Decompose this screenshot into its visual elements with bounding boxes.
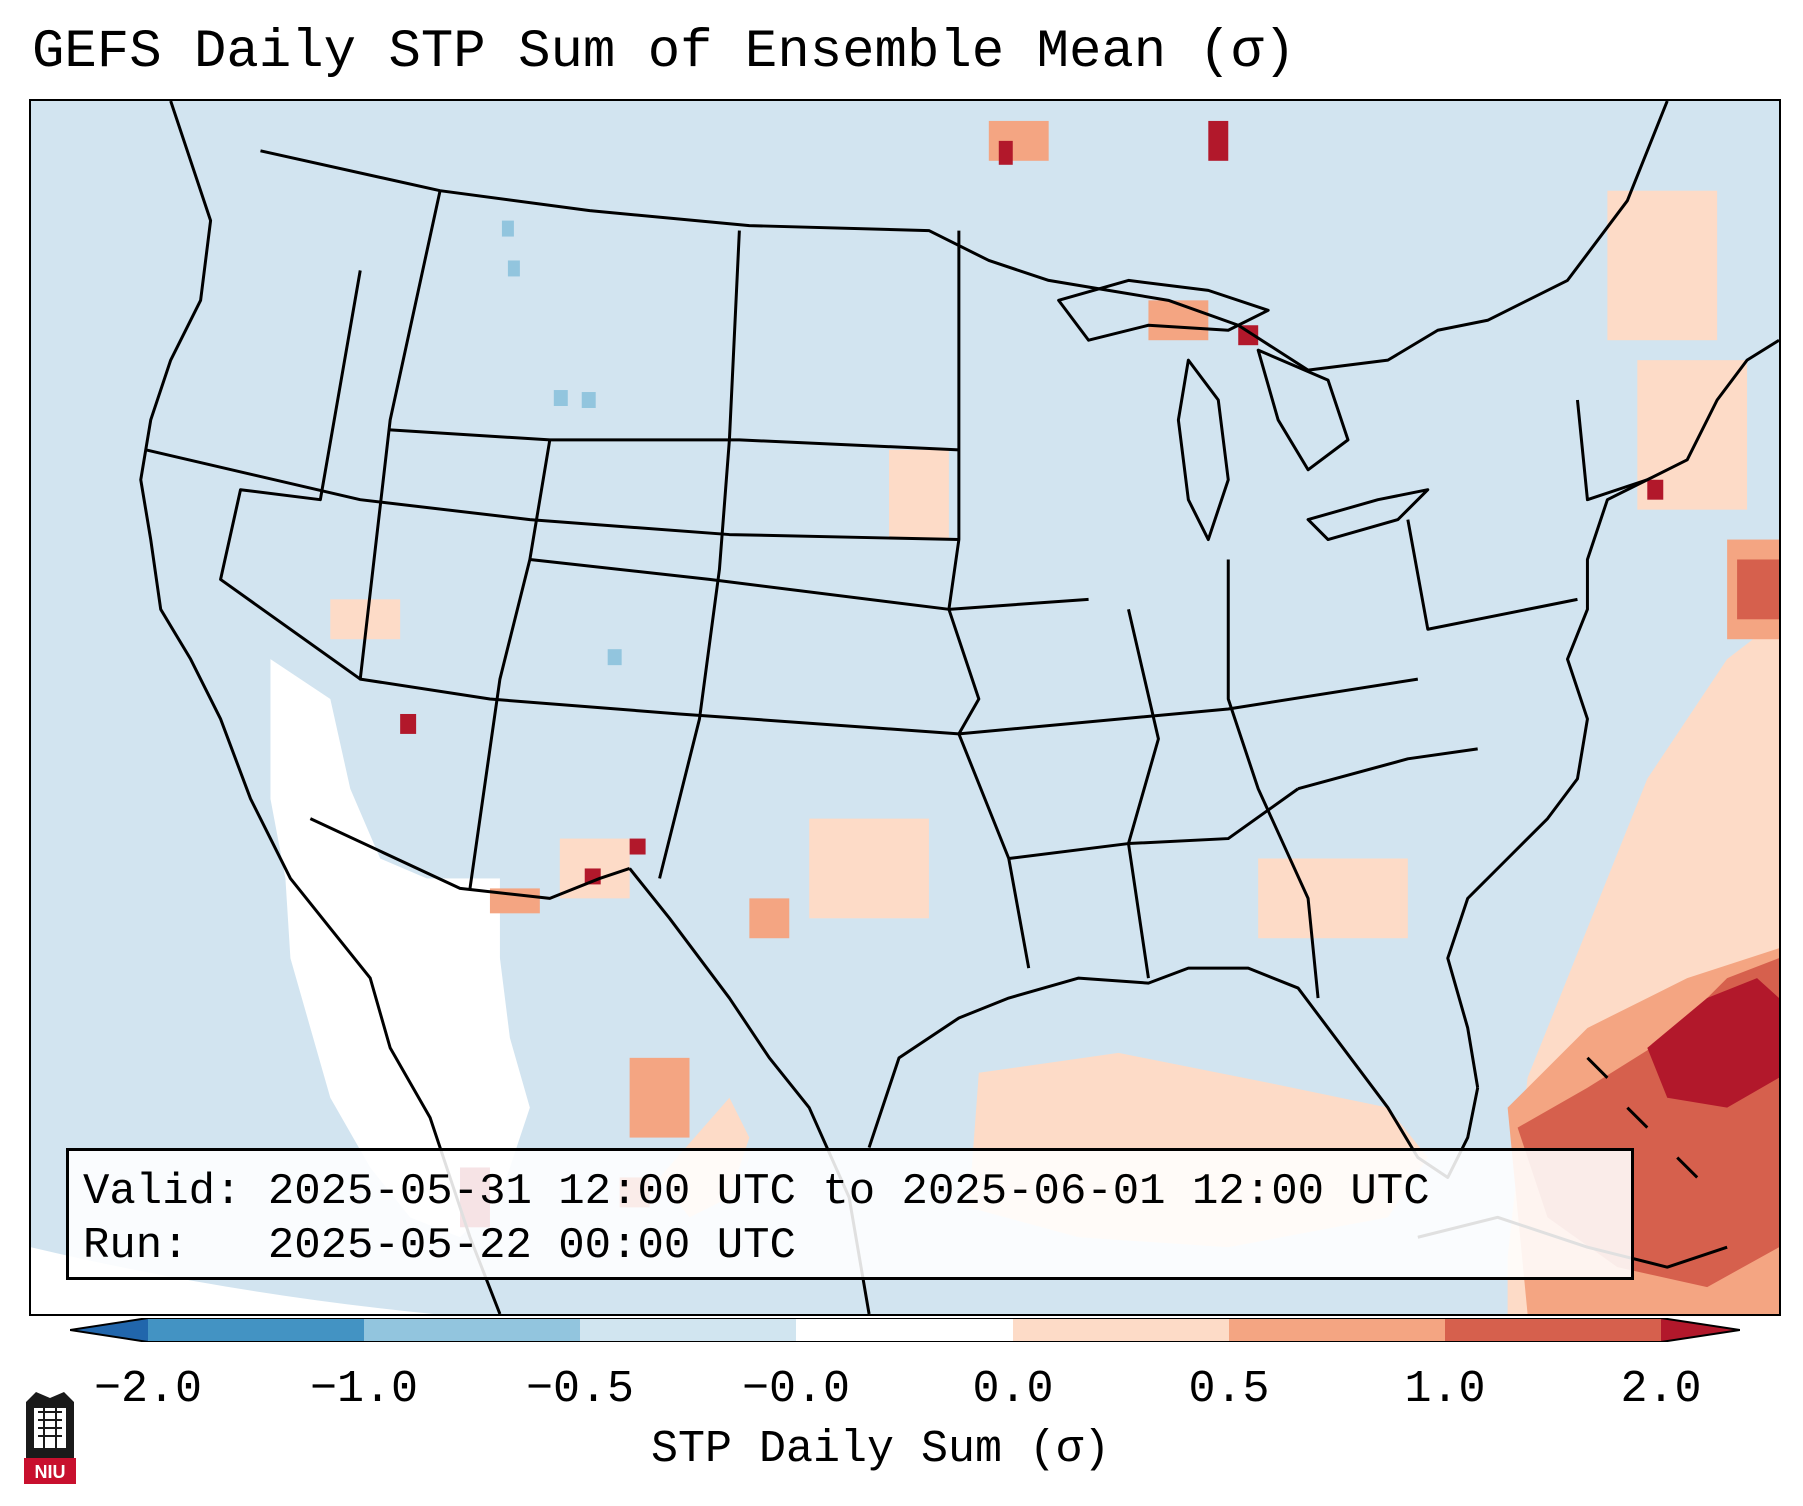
colorbar-bin-3 bbox=[580, 1318, 796, 1342]
svg-text:NIU: NIU bbox=[35, 1462, 66, 1482]
colorbar bbox=[70, 1318, 1740, 1342]
colorbar-bin-2 bbox=[364, 1318, 580, 1342]
valid-time-line: Valid: 2025-05-31 12:00 UTC to 2025-06-0… bbox=[83, 1167, 1430, 1217]
colorbar-axis-label: STP Daily Sum (σ) bbox=[651, 1424, 1111, 1475]
lake-superior bbox=[1057, 278, 1270, 342]
colorbar-extend-low bbox=[70, 1318, 148, 1342]
run-time-line: Run: 2025-05-22 00:00 UTC bbox=[83, 1221, 796, 1271]
field-light-blue bbox=[501, 220, 622, 666]
colorbar-tick-label: −1.0 bbox=[309, 1364, 419, 1415]
map-canvas bbox=[31, 101, 1779, 1314]
lake-erie bbox=[1306, 488, 1430, 542]
colorbar-bin-6 bbox=[1229, 1318, 1445, 1342]
colorbar-tick-label: 1.0 bbox=[1404, 1364, 1486, 1415]
lake-huron bbox=[1256, 348, 1350, 472]
colorbar-bin-4 bbox=[796, 1318, 1013, 1342]
valid-run-info-box: Valid: 2025-05-31 12:00 UTC to 2025-06-0… bbox=[66, 1148, 1634, 1280]
colorbar-bin-5 bbox=[1013, 1318, 1229, 1342]
field-neutral-white bbox=[270, 659, 530, 1238]
colorbar-tick-label: −0.5 bbox=[525, 1364, 635, 1415]
map-panel bbox=[29, 99, 1781, 1316]
colorbar-tick-label: 0.5 bbox=[1188, 1364, 1270, 1415]
colorbar-tick-label: −2.0 bbox=[93, 1364, 203, 1415]
colorbar-tick-label: 2.0 bbox=[1620, 1364, 1702, 1415]
islands-bahamas bbox=[1586, 1056, 1699, 1179]
border-mexico bbox=[309, 817, 631, 900]
colorbar-tick-label: 0.0 bbox=[972, 1364, 1054, 1415]
niu-logo: NIU bbox=[24, 1392, 76, 1484]
coastline-atlantic bbox=[1446, 338, 1779, 1088]
colorbar-bin-7 bbox=[1445, 1318, 1661, 1342]
lake-michigan bbox=[1176, 358, 1230, 542]
chart-title: GEFS Daily STP Sum of Ensemble Mean (σ) bbox=[32, 22, 1296, 83]
outside-domain-area bbox=[31, 1247, 434, 1314]
colorbar-bin-1 bbox=[148, 1318, 364, 1342]
colorbar-tick-label: −0.0 bbox=[741, 1364, 851, 1415]
border-canada bbox=[260, 101, 1669, 372]
coastline-west bbox=[139, 101, 502, 1314]
colorbar-extend-high bbox=[1661, 1318, 1740, 1342]
